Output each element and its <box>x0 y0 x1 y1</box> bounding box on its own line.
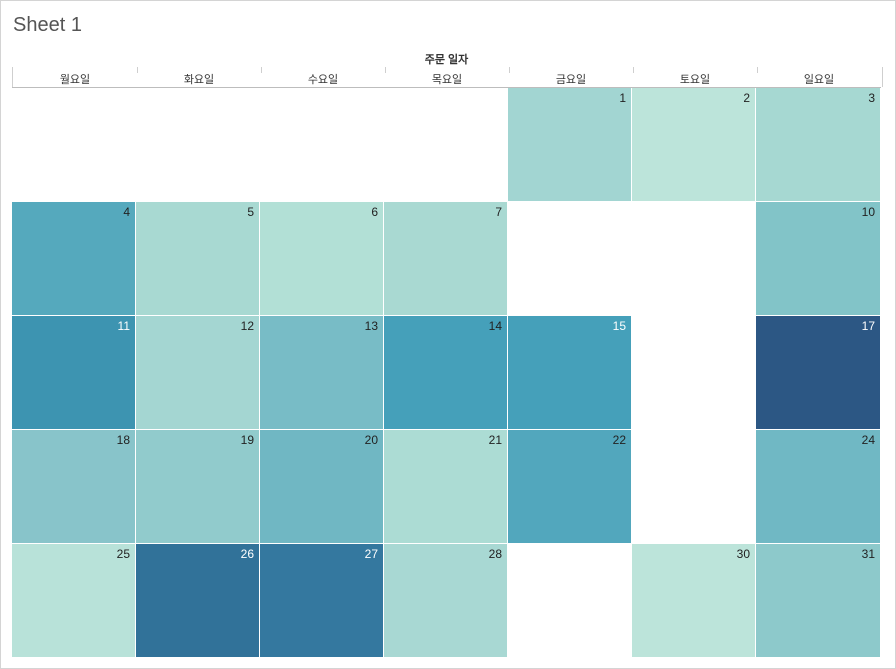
calendar-day-cell[interactable]: 4 <box>12 202 136 316</box>
calendar-day-cell[interactable]: 13 <box>260 316 384 430</box>
calendar-day-cell[interactable]: 26 <box>136 544 260 658</box>
day-number-label: 13 <box>364 319 378 333</box>
day-number-label: 20 <box>364 433 378 447</box>
weekday-tick <box>385 67 386 73</box>
weekday-label: 목요일 <box>431 74 463 86</box>
calendar-day-cell[interactable]: 30 <box>632 544 756 658</box>
day-number-label: 12 <box>240 319 254 333</box>
calendar-day-cell[interactable]: 2 <box>632 88 756 202</box>
day-number-label: 26 <box>240 547 254 561</box>
day-number-label: 24 <box>861 433 875 447</box>
day-number-label: 27 <box>364 547 378 561</box>
day-number-label: 10 <box>861 205 875 219</box>
calendar-day-cell[interactable]: 10 <box>756 202 881 316</box>
calendar-day-cell[interactable]: 24 <box>756 430 881 544</box>
day-number-label: 5 <box>247 205 254 219</box>
header-divider <box>12 87 881 88</box>
day-number-label: 1 <box>619 91 626 105</box>
day-number-label: 17 <box>861 319 875 333</box>
weekday-tick <box>261 67 262 73</box>
calendar-day-cell[interactable]: 25 <box>12 544 136 658</box>
weekday-label: 토요일 <box>679 74 711 86</box>
calendar-day-cell[interactable]: 6 <box>260 202 384 316</box>
weekday-label: 수요일 <box>307 74 339 86</box>
calendar-day-cell[interactable]: 21 <box>384 430 508 544</box>
day-number-label: 28 <box>488 547 502 561</box>
day-number-label: 4 <box>123 205 130 219</box>
calendar-day-cell[interactable]: 22 <box>508 430 632 544</box>
weekday-label: 일요일 <box>803 74 835 86</box>
day-number-label: 22 <box>612 433 626 447</box>
calendar-day-cell[interactable]: 28 <box>384 544 508 658</box>
day-number-label: 14 <box>488 319 502 333</box>
calendar-day-cell[interactable]: 3 <box>756 88 881 202</box>
day-number-label: 11 <box>117 319 130 333</box>
sheet-title: Sheet 1 <box>13 14 82 36</box>
calendar-day-cell[interactable]: 20 <box>260 430 384 544</box>
day-number-label: 7 <box>495 205 502 219</box>
day-number-label: 19 <box>240 433 254 447</box>
calendar-day-cell[interactable]: 7 <box>384 202 508 316</box>
calendar-day-cell[interactable]: 11 <box>12 316 136 430</box>
weekday-tick <box>757 67 758 73</box>
calendar-day-cell[interactable]: 18 <box>12 430 136 544</box>
calendar-day-cell[interactable]: 17 <box>756 316 881 430</box>
weekday-tick <box>633 67 634 73</box>
calendar-day-cell[interactable]: 5 <box>136 202 260 316</box>
weekday-tick <box>509 67 510 73</box>
day-number-label: 15 <box>612 319 626 333</box>
day-number-label: 3 <box>868 91 875 105</box>
weekday-tick <box>137 67 138 73</box>
day-number-label: 31 <box>861 547 875 561</box>
column-header-order-date: 주문 일자 <box>424 54 469 66</box>
weekday-label: 월요일 <box>59 74 91 86</box>
day-number-label: 30 <box>736 547 750 561</box>
calendar-heatmap: 1 2 3 4 5 6 7 10 11 12 13 14 15 17 18 19 20 21 22 24 25 26 27 2… <box>12 88 881 659</box>
day-number-label: 6 <box>371 205 378 219</box>
calendar-day-cell[interactable]: 1 <box>508 88 632 202</box>
day-number-label: 18 <box>116 433 130 447</box>
calendar-day-cell[interactable]: 12 <box>136 316 260 430</box>
calendar-day-cell[interactable]: 15 <box>508 316 632 430</box>
day-number-label: 21 <box>488 433 502 447</box>
day-number-label: 25 <box>116 547 130 561</box>
weekday-header-row: 월요일 화요일 수요일 목요일 금요일 토요일 일요일 <box>12 67 883 87</box>
day-number-label: 2 <box>743 91 750 105</box>
calendar-day-cell[interactable]: 19 <box>136 430 260 544</box>
weekday-label: 금요일 <box>555 74 587 86</box>
calendar-day-cell[interactable]: 27 <box>260 544 384 658</box>
calendar-day-cell[interactable]: 31 <box>756 544 881 658</box>
calendar-day-cell[interactable]: 14 <box>384 316 508 430</box>
weekday-label: 화요일 <box>183 74 215 86</box>
